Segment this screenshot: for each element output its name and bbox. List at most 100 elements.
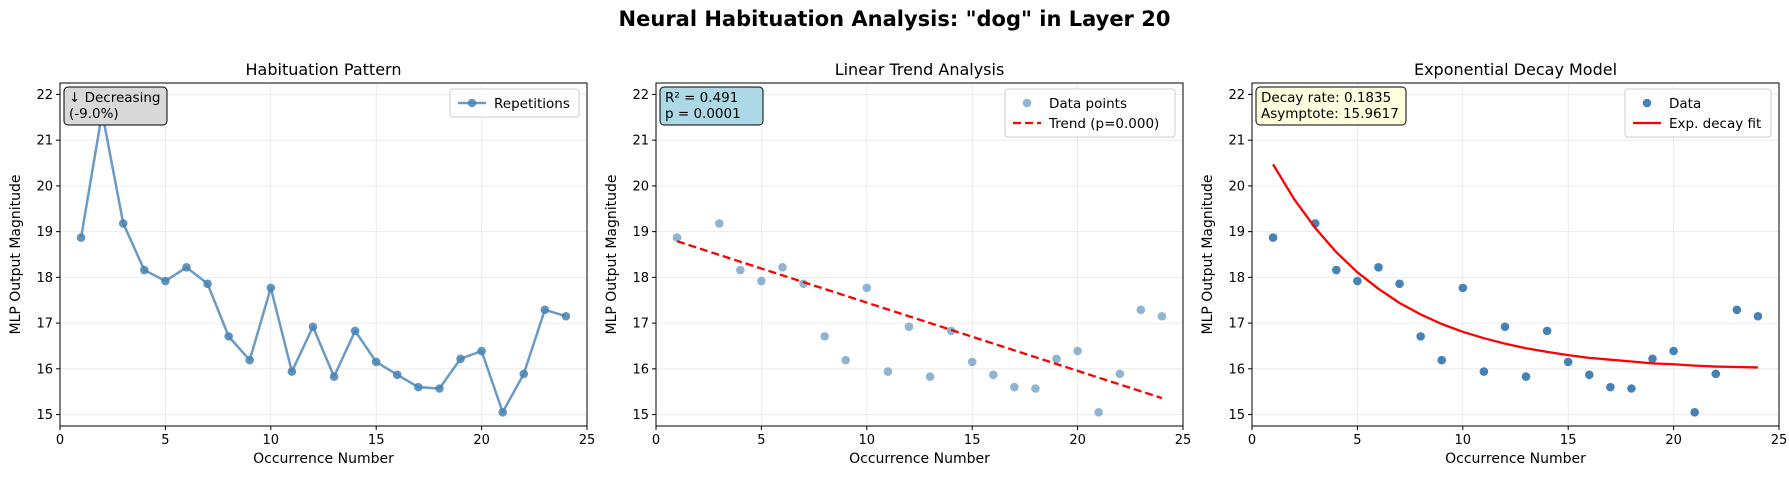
y-tick-label: 19 xyxy=(1228,225,1245,240)
y-tick-label: 18 xyxy=(632,271,649,286)
y-tick-label: 21 xyxy=(36,134,53,149)
x-tick-label: 0 xyxy=(56,433,64,448)
y-tick-label: 22 xyxy=(632,88,649,103)
x-tick-label: 5 xyxy=(757,433,765,448)
data-point xyxy=(1627,384,1636,393)
legend-label: Exp. decay fit xyxy=(1669,116,1761,132)
data-point xyxy=(841,355,851,365)
x-tick-label: 5 xyxy=(1353,433,1361,448)
y-axis-label: MLP Output Magnitude xyxy=(604,174,620,334)
data-point xyxy=(1542,326,1552,336)
y-tick-label: 19 xyxy=(632,225,649,240)
y-tick-label: 15 xyxy=(36,408,53,423)
data-point xyxy=(904,322,914,332)
y-tick-label: 17 xyxy=(36,317,53,332)
legend-label: Data xyxy=(1669,96,1701,112)
x-tick-label: 20 xyxy=(1069,433,1086,448)
data-point xyxy=(799,279,808,289)
data-point xyxy=(820,332,829,341)
data-point xyxy=(540,305,550,315)
y-tick-label: 15 xyxy=(632,408,649,423)
data-point xyxy=(477,346,486,356)
y-tick-label: 16 xyxy=(632,362,649,377)
data-point xyxy=(1563,357,1573,367)
data-point xyxy=(182,263,191,272)
data-point xyxy=(1711,369,1721,379)
y-axis-label: MLP Output Magnitude xyxy=(1200,174,1216,334)
panel-linear-trend: 0 5 10 15 20 25 15 16 17 18 19 20 21 22 Linear Trend A… xyxy=(604,60,1191,467)
data-point xyxy=(561,311,571,321)
data-point xyxy=(778,263,787,272)
data-point xyxy=(1353,276,1362,286)
legend: Data points Trend (p=0.000) xyxy=(1004,88,1176,138)
data-point xyxy=(967,357,977,367)
data-point xyxy=(203,279,212,289)
data-point xyxy=(371,357,381,367)
axes-frame xyxy=(1251,82,1780,427)
data-point xyxy=(414,382,423,392)
data-point xyxy=(1052,354,1061,364)
data-point xyxy=(1584,370,1594,380)
data-point xyxy=(350,326,360,336)
y-tick-label: 16 xyxy=(1228,362,1245,377)
data-point xyxy=(140,265,149,275)
y-tick-label: 18 xyxy=(1228,271,1245,286)
data-point xyxy=(1332,265,1341,275)
data-point xyxy=(1690,407,1699,417)
annotation-line: Asymptote: 15.9617 xyxy=(1261,106,1399,122)
x-tick-label: 15 xyxy=(1560,433,1577,448)
stats-annotation-box xyxy=(63,86,168,126)
axes-frame xyxy=(59,82,588,427)
legend: Data Exp. decay fit xyxy=(1624,88,1772,138)
legend-label: Data points xyxy=(1049,96,1127,112)
y-tick-label: 22 xyxy=(36,88,53,103)
x-axis-label: Occurrence Number xyxy=(849,451,990,467)
data-point xyxy=(736,265,745,275)
y-tick-label: 18 xyxy=(36,271,53,286)
data-point xyxy=(76,233,86,242)
data-point xyxy=(988,370,998,380)
legend-label: Trend (p=0.000) xyxy=(1048,116,1159,132)
panel-exponential-decay: 0 5 10 15 20 25 15 16 17 18 19 20 21 22 Exponential De… xyxy=(1200,60,1787,467)
y-tick-label: 16 xyxy=(36,362,53,377)
data-point xyxy=(1606,382,1615,392)
stats-annotation-box xyxy=(659,86,764,126)
legend-marker-swatch xyxy=(1642,98,1652,108)
x-tick-label: 0 xyxy=(1248,433,1256,448)
series-repetitions-line xyxy=(79,111,567,414)
data-point xyxy=(1094,407,1103,417)
legend-frame xyxy=(449,88,580,118)
stats-annotation-box xyxy=(1255,86,1407,126)
data-point xyxy=(1395,279,1404,289)
panel-title: Linear Trend Analysis xyxy=(835,60,1005,79)
x-tick-label: 15 xyxy=(368,433,385,448)
data-point xyxy=(308,322,318,332)
x-tick-label: 5 xyxy=(161,433,169,448)
x-axis-label: Occurrence Number xyxy=(1445,451,1586,467)
y-tick-label: 21 xyxy=(1228,134,1245,149)
annotation-line: Decay rate: 0.1835 xyxy=(1261,90,1391,106)
y-tick-label: 15 xyxy=(1228,408,1245,423)
data-point xyxy=(1073,346,1082,356)
data-point xyxy=(1648,354,1657,364)
exp-decay-fit-line xyxy=(1272,163,1758,369)
legend-frame xyxy=(1004,88,1176,138)
data-point xyxy=(224,332,233,341)
annotation-line: (-9.0%) xyxy=(69,106,119,122)
x-tick-label: 10 xyxy=(1455,433,1472,448)
data-point xyxy=(161,276,170,286)
data-point xyxy=(498,407,507,417)
data-point xyxy=(1031,384,1040,393)
data-point xyxy=(1521,372,1531,381)
x-tick-label: 0 xyxy=(652,433,660,448)
data-point xyxy=(862,283,872,293)
x-axis-label: Occurrence Number xyxy=(253,451,394,467)
legend-marker-swatch xyxy=(467,98,477,108)
data-point xyxy=(456,354,465,364)
legend-frame xyxy=(1624,88,1772,138)
y-axis-label: MLP Output Magnitude xyxy=(8,174,24,334)
x-tick-label: 10 xyxy=(859,433,876,448)
data-point xyxy=(435,384,444,393)
panel-title: Habituation Pattern xyxy=(246,60,402,79)
